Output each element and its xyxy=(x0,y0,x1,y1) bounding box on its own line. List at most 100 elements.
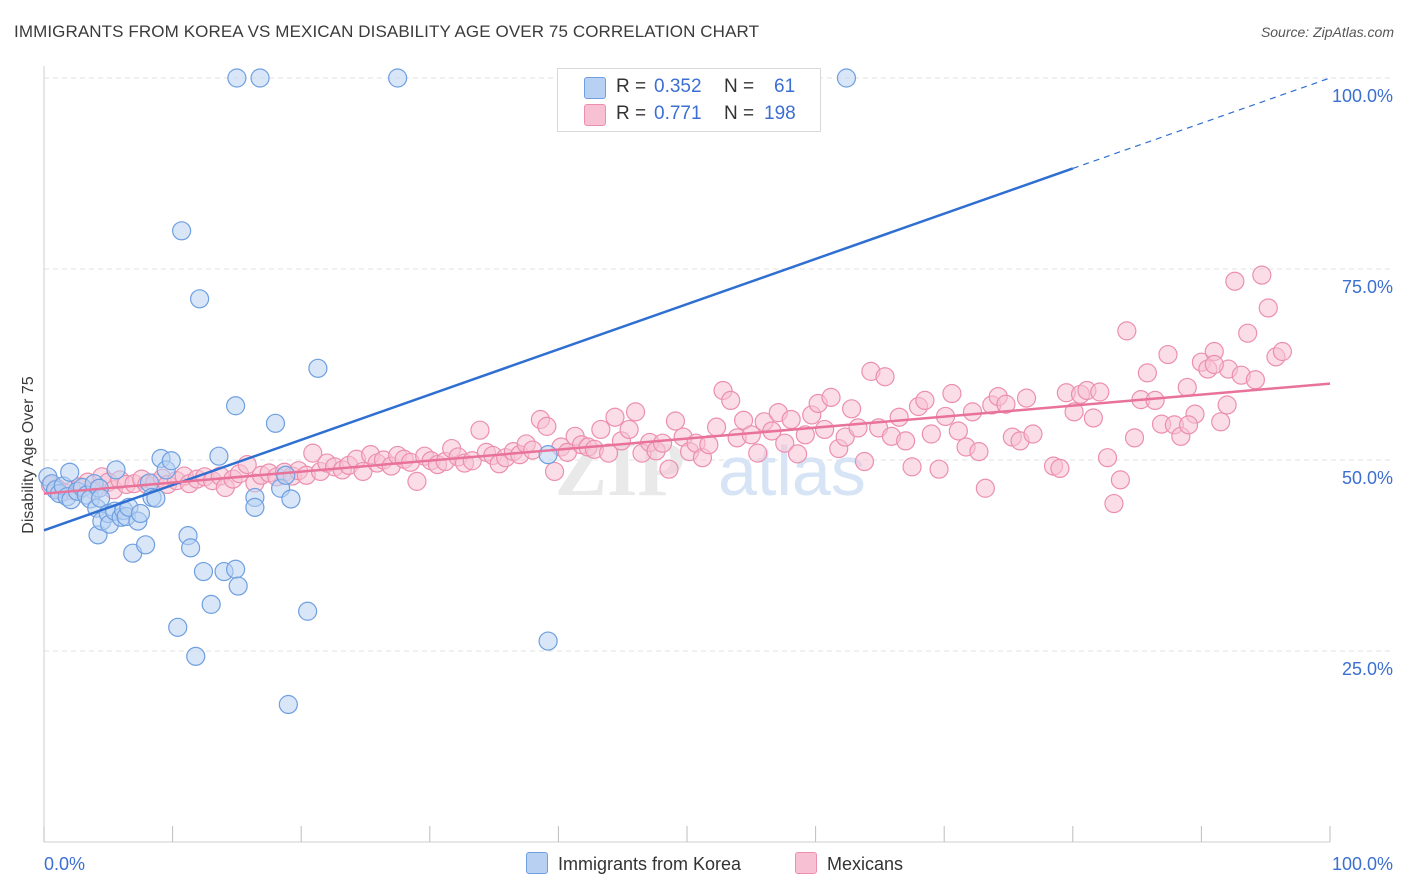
r-label: R = xyxy=(616,103,647,124)
korea-point xyxy=(228,576,248,596)
y-axis-label: Disability Age Over 75 xyxy=(20,376,37,534)
mexicans-legend-swatch xyxy=(795,852,817,874)
grid-lines xyxy=(44,77,1392,652)
mexican-point xyxy=(544,461,565,482)
mexican-point xyxy=(619,419,639,440)
mexican-point xyxy=(875,367,895,387)
korea-point xyxy=(276,465,296,485)
chart-title: IMMIGRANTS FROM KOREA VS MEXICAN DISABIL… xyxy=(14,22,760,41)
korea-point xyxy=(250,68,270,88)
korea-point xyxy=(172,221,192,241)
mexican-point xyxy=(1178,415,1199,435)
mexican-point xyxy=(407,471,427,491)
mexican-point xyxy=(929,459,949,479)
legend-item-mexicans[interactable]: Mexicans xyxy=(795,852,903,875)
korea-point xyxy=(161,451,181,471)
korea-point xyxy=(209,446,229,466)
y-tick-label: 100.0% xyxy=(1332,86,1393,106)
korea-point xyxy=(193,561,214,582)
mexican-point xyxy=(848,418,868,438)
legend-label-mexicans: Mexicans xyxy=(827,854,904,874)
mexican-point xyxy=(1083,408,1103,428)
legend-item-korea[interactable]: Immigrants from Korea xyxy=(526,852,741,875)
korea-point xyxy=(130,503,151,524)
korea-point xyxy=(388,68,408,88)
mexican-point xyxy=(1124,428,1145,448)
mexican-point xyxy=(1050,458,1070,479)
korea-point xyxy=(278,694,298,715)
mexican-point xyxy=(1104,493,1124,514)
mexican-point xyxy=(1245,370,1266,390)
mexican-point xyxy=(1064,402,1084,422)
mexican-point xyxy=(748,443,768,463)
mexican-point xyxy=(1258,298,1278,318)
mexican-point xyxy=(1137,363,1157,383)
mexican-point xyxy=(775,433,795,453)
x-tick-label-min: 0.0% xyxy=(44,854,85,874)
korea-point xyxy=(245,497,265,517)
mexican-point xyxy=(303,443,323,463)
stats-box: R = 0.352 N = 61 R = 0.771 N = 198 xyxy=(557,68,821,132)
korea-trend-line xyxy=(43,167,1074,532)
y-tick-label: 50.0% xyxy=(1342,468,1393,488)
korea-point xyxy=(227,68,247,88)
korea-point xyxy=(181,538,201,558)
mexican-point xyxy=(1272,341,1293,362)
n-value-mexicans: 198 xyxy=(764,103,796,124)
legend-label-korea: Immigrants from Korea xyxy=(558,854,742,874)
korea-point xyxy=(836,68,857,88)
mexican-point xyxy=(1252,265,1272,285)
mexican-point xyxy=(821,387,841,407)
mexican-point xyxy=(659,459,679,479)
mexican-point xyxy=(1225,271,1245,291)
mexican-point xyxy=(842,399,862,419)
mexican-point xyxy=(889,407,909,427)
mexican-point xyxy=(1016,388,1037,408)
korea-point xyxy=(298,601,318,621)
korea-point xyxy=(538,631,558,651)
mexican-point xyxy=(1158,344,1178,365)
axes xyxy=(43,66,1331,843)
mexican-point xyxy=(1023,424,1043,444)
korea-point xyxy=(281,489,301,509)
source-credit[interactable]: Source: ZipAtlas.com xyxy=(1260,24,1394,40)
mexican-point xyxy=(962,402,983,422)
mexican-point xyxy=(854,451,875,472)
mexican-point xyxy=(795,425,815,445)
mexican-point xyxy=(1211,412,1231,432)
y-tick-label: 75.0% xyxy=(1342,277,1393,297)
mexican-point xyxy=(975,478,995,498)
korea-swatch xyxy=(584,77,606,99)
n-label: N = xyxy=(724,103,755,124)
mexican-point xyxy=(1177,377,1197,398)
korea-point xyxy=(106,460,126,480)
mexican-point xyxy=(1238,323,1258,343)
r-label: R = xyxy=(616,76,647,97)
r-value-mexicans: 0.771 xyxy=(654,103,702,124)
mexican-point xyxy=(781,409,801,430)
korea-point xyxy=(135,535,156,555)
mexican-point xyxy=(652,433,673,453)
mexicans-swatch xyxy=(584,104,606,126)
mexican-point xyxy=(1145,390,1165,411)
mexican-point xyxy=(721,390,741,411)
mexican-point xyxy=(815,419,835,440)
korea-point xyxy=(226,559,246,579)
korea-point xyxy=(168,617,188,637)
data-points xyxy=(38,68,1293,715)
korea-point xyxy=(186,646,206,666)
mexican-point xyxy=(591,419,611,440)
mexican-point xyxy=(921,424,941,444)
mexican-point xyxy=(706,417,727,437)
mexican-point xyxy=(1110,470,1130,490)
mexican-point xyxy=(665,411,686,431)
mexican-point xyxy=(1204,354,1224,375)
korea-trend-extension xyxy=(1072,77,1331,170)
korea-point xyxy=(190,289,210,309)
mexican-point xyxy=(948,421,968,441)
mexican-point xyxy=(625,402,646,422)
mexican-point xyxy=(470,420,490,440)
x-tick-label-max: 100.0% xyxy=(1332,854,1393,874)
mexican-point xyxy=(996,394,1016,414)
